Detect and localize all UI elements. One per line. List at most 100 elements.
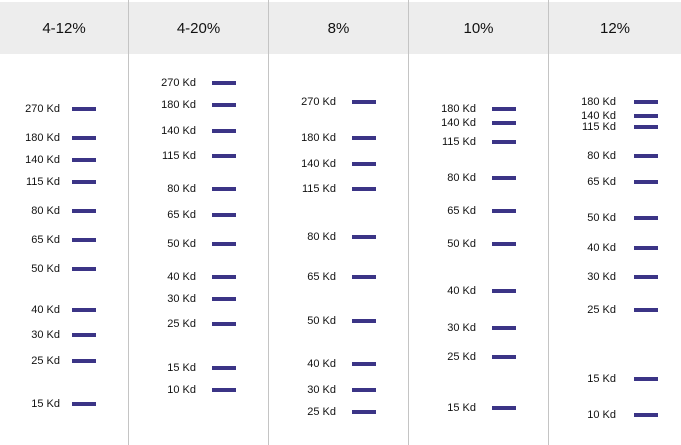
band-label: 180 Kd xyxy=(301,132,336,144)
band-label: 25 Kd xyxy=(167,318,196,331)
band-label: 25 Kd xyxy=(31,354,60,367)
band-mark xyxy=(72,402,96,407)
band-label: 40 Kd xyxy=(307,358,336,371)
band-label: 140 Kd xyxy=(25,153,60,166)
band-label: 80 Kd xyxy=(587,150,616,163)
band-mark xyxy=(634,216,658,221)
band-mark xyxy=(212,187,236,192)
band-mark xyxy=(352,318,376,323)
band-mark xyxy=(212,365,236,370)
band-mark xyxy=(72,209,96,213)
band-mark xyxy=(212,241,236,246)
lane: 4-20% xyxy=(129,0,268,445)
band-label: 15 Kd xyxy=(31,398,60,411)
band-label: 180 Kd xyxy=(441,102,476,115)
band-mark xyxy=(492,106,516,111)
band-label: 115 Kd xyxy=(441,135,476,148)
band-label: 80 Kd xyxy=(31,205,60,217)
band-mark xyxy=(634,274,658,279)
band-label: 180 Kd xyxy=(581,95,616,108)
band-label: 65 Kd xyxy=(31,234,60,247)
band-label: 115 Kd xyxy=(25,175,60,188)
band-label: 50 Kd xyxy=(167,237,196,250)
band-mark xyxy=(212,103,236,108)
lane-divider xyxy=(548,0,549,445)
band-label: 50 Kd xyxy=(447,237,476,250)
band-mark xyxy=(212,274,236,279)
band-label: 140 Kd xyxy=(581,110,616,123)
band-mark xyxy=(72,267,96,272)
band-label: 180 Kd xyxy=(25,132,60,144)
band-label: 270 Kd xyxy=(301,95,336,108)
band-label: 15 Kd xyxy=(447,402,476,415)
band-mark xyxy=(634,413,658,418)
band-label: 140 Kd xyxy=(441,117,476,130)
band-mark xyxy=(492,121,516,126)
band-label: 25 Kd xyxy=(587,303,616,316)
band-mark xyxy=(72,179,96,184)
band-mark xyxy=(492,209,516,213)
band-label: 10 Kd xyxy=(587,409,616,422)
band-label: 80 Kd xyxy=(167,183,196,196)
band-mark xyxy=(212,212,236,217)
lane: 8% xyxy=(269,0,408,445)
band-label: 10 Kd xyxy=(167,383,196,396)
band-mark xyxy=(352,234,376,239)
band-label: 50 Kd xyxy=(31,263,60,276)
band-mark xyxy=(492,406,516,411)
lane-divider xyxy=(408,0,409,445)
band-mark xyxy=(212,81,236,86)
band-mark xyxy=(492,325,516,330)
lane-header: 10% xyxy=(409,2,548,54)
band-label: 40 Kd xyxy=(447,285,476,298)
band-mark xyxy=(212,154,236,159)
band-label: 65 Kd xyxy=(587,175,616,188)
band-mark xyxy=(212,296,236,301)
band-label: 65 Kd xyxy=(447,205,476,217)
lane-header: 12% xyxy=(549,2,681,54)
lane-divider xyxy=(128,0,129,445)
band-label: 140 Kd xyxy=(161,124,196,137)
band-mark xyxy=(72,358,96,363)
band-mark xyxy=(72,106,96,111)
band-mark xyxy=(634,114,658,119)
band-mark xyxy=(72,157,96,162)
band-mark xyxy=(634,125,658,130)
band-mark xyxy=(212,128,236,133)
band-label: 65 Kd xyxy=(167,208,196,221)
band-mark xyxy=(72,307,96,312)
band-label: 30 Kd xyxy=(307,383,336,396)
band-mark xyxy=(634,376,658,381)
band-label: 15 Kd xyxy=(587,372,616,385)
band-label: 80 Kd xyxy=(447,172,476,185)
band-label: 15 Kd xyxy=(167,361,196,374)
band-mark xyxy=(492,139,516,144)
band-mark xyxy=(72,136,96,140)
band-mark xyxy=(492,289,516,294)
band-label: 30 Kd xyxy=(447,321,476,334)
band-label: 115 Kd xyxy=(161,150,196,163)
lane: 4-12% xyxy=(0,0,128,445)
band-mark xyxy=(352,136,376,140)
band-mark xyxy=(352,362,376,367)
band-label: 115 Kd xyxy=(581,121,616,134)
lane: 10% xyxy=(409,0,548,445)
band-mark xyxy=(352,387,376,392)
band-label: 140 Kd xyxy=(301,157,336,170)
band-label: 30 Kd xyxy=(167,292,196,305)
band-mark xyxy=(492,241,516,246)
band-mark xyxy=(634,307,658,312)
band-mark xyxy=(352,187,376,192)
band-label: 80 Kd xyxy=(307,230,336,243)
band-mark xyxy=(352,99,376,104)
band-label: 270 Kd xyxy=(25,102,60,115)
band-mark xyxy=(634,99,658,104)
lane: 12% xyxy=(549,0,681,445)
band-label: 270 Kd xyxy=(161,77,196,90)
band-label: 40 Kd xyxy=(167,270,196,283)
band-mark xyxy=(212,322,236,327)
lane-header: 8% xyxy=(269,2,408,54)
band-label: 50 Kd xyxy=(307,314,336,327)
band-mark xyxy=(634,245,658,250)
